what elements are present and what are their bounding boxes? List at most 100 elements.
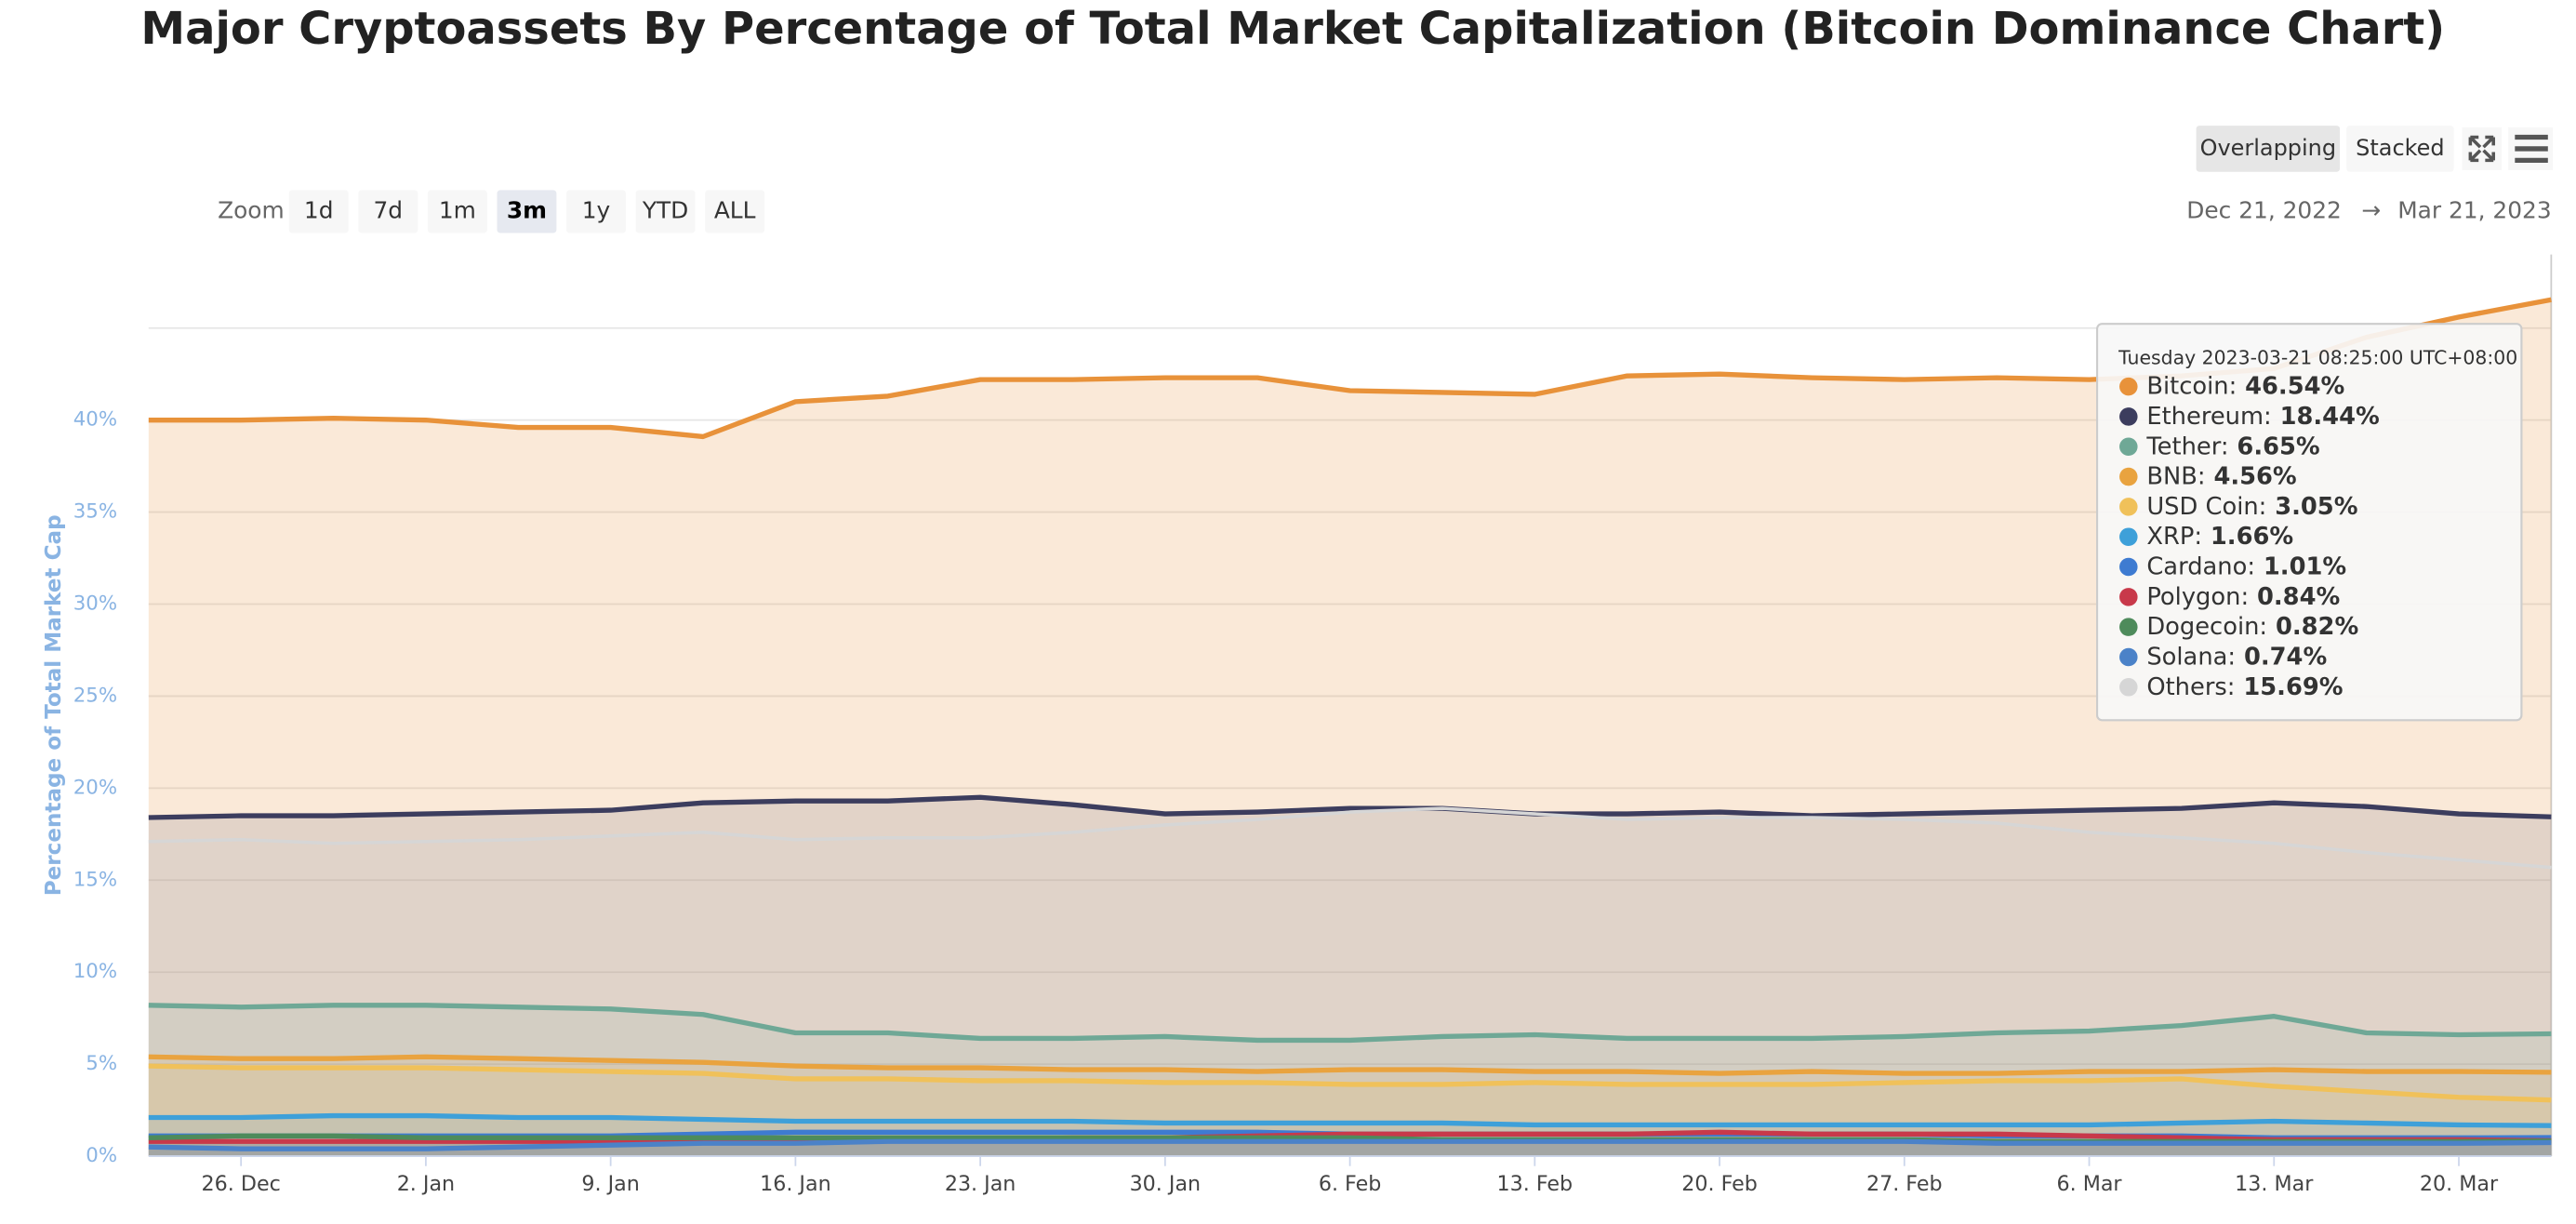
series-line [148, 806, 2552, 870]
chart-title: Major Cryptoassets By Percentage of Tota… [140, 4, 2445, 55]
tooltip-item-label: Tether: [2145, 432, 2228, 460]
y-tick-label: 20% [73, 776, 117, 799]
view-button[interactable]: Overlapping [2200, 135, 2337, 161]
tooltip-item-label: Others: [2146, 672, 2235, 700]
zoom-button[interactable]: 1d [304, 196, 334, 223]
zoom-button[interactable]: 3m [507, 196, 547, 223]
lines [148, 297, 2552, 1151]
tooltip-item: XRP: 1.66% [2146, 523, 2293, 551]
area-fill [148, 808, 2552, 1157]
y-tick-label: 10% [73, 960, 117, 983]
tooltip-marker [2119, 407, 2138, 426]
tooltip-marker [2119, 647, 2138, 667]
tooltip-item-label: Cardano: [2146, 552, 2255, 580]
range-separator: → [2361, 196, 2381, 223]
series-line [148, 1112, 2552, 1128]
tooltip-item-value: 0.74% [2244, 643, 2327, 671]
x-tick-label: 27. Feb [1866, 1172, 1943, 1196]
x-tick-label: 6. Feb [1319, 1172, 1382, 1196]
x-tick-label: 2. Jan [397, 1172, 455, 1196]
tooltip-item-value: 0.84% [2257, 582, 2340, 610]
tooltip-marker [2119, 618, 2138, 636]
y-tick-label: 0% [86, 1144, 117, 1167]
area-fill [148, 299, 2552, 1157]
series-line [148, 794, 2552, 820]
x-tick-label: 20. Feb [1681, 1172, 1758, 1196]
zoom-button-bg[interactable] [705, 190, 765, 233]
y-tick-label: 15% [73, 868, 117, 891]
series-line [148, 1063, 2552, 1103]
x-tick-label: 20. Mar [2420, 1172, 2499, 1196]
zoom-button[interactable]: 1m [439, 196, 476, 223]
zoom-button[interactable]: YTD [642, 196, 688, 223]
zoom-button-bg[interactable] [635, 190, 696, 233]
zoom-button[interactable]: ALL [714, 196, 756, 223]
series-line [148, 1138, 2552, 1151]
zoom-label: Zoom [218, 196, 285, 223]
x-tick-label: 16. Jan [760, 1172, 831, 1196]
view-button-bg[interactable] [2346, 126, 2454, 172]
tooltip-item-value: 4.56% [2213, 462, 2296, 490]
tooltip-item: Tether: 6.65% [2145, 432, 2319, 460]
tooltip-marker [2119, 467, 2138, 486]
tooltip-marker [2119, 437, 2138, 457]
menu-button[interactable] [2508, 126, 2554, 171]
zoom-button-bg[interactable] [566, 190, 626, 233]
range-end[interactable]: Mar 21, 2023 [2397, 196, 2551, 223]
x-tick-label: 13. Feb [1497, 1172, 1573, 1196]
tooltip-item: USD Coin: 3.05% [2146, 492, 2357, 520]
tooltip-item: Ethereum: 18.44% [2146, 402, 2379, 430]
series-line [148, 1129, 2552, 1144]
tooltip-item: BNB: 4.56% [2146, 462, 2296, 490]
tooltip-item-label: Dogecoin: [2146, 613, 2267, 641]
tooltip-item: Dogecoin: 0.82% [2146, 613, 2358, 641]
tooltip-item-value: 15.69% [2243, 672, 2343, 700]
x-tick-label: 23. Jan [945, 1172, 1016, 1196]
fullscreen-button[interactable] [2462, 126, 2503, 171]
x-tick-label: 13. Mar [2235, 1172, 2314, 1196]
tooltip-item-value: 1.01% [2264, 552, 2346, 580]
tooltip-marker [2119, 527, 2138, 546]
y-tick-label: 25% [73, 684, 117, 707]
x-tick-label: 30. Jan [1130, 1172, 1202, 1196]
tooltip-title: Tuesday 2023-03-21 08:25:00 UTC+08:00 [2118, 346, 2517, 368]
y-tick-label: 5% [86, 1052, 117, 1075]
tooltip-box [2095, 323, 2523, 722]
zoom-button[interactable]: 1y [582, 196, 611, 223]
tooltip-item-label: Bitcoin: [2146, 372, 2237, 400]
tooltip-marker [2119, 557, 2138, 577]
tooltip-marker [2119, 678, 2138, 697]
tooltip-item: Cardano: 1.01% [2146, 552, 2346, 580]
tooltip-item-label: XRP: [2146, 523, 2202, 551]
tooltip-item: Polygon: 0.84% [2146, 582, 2340, 610]
tooltip-marker [2119, 377, 2138, 396]
tooltip-item-value: 1.66% [2211, 523, 2293, 551]
tooltip-item-value: 0.82% [2276, 613, 2358, 641]
x-tick-label: 9. Jan [581, 1172, 639, 1196]
tooltip-item: Solana: 0.74% [2146, 643, 2327, 671]
tooltip-item: Bitcoin: 46.54% [2146, 372, 2344, 400]
view-button-bg[interactable] [2196, 126, 2341, 172]
tooltip-item-label: BNB: [2146, 462, 2205, 490]
tooltip: Tuesday 2023-03-21 08:25:00 UTC+08:00 Bit… [2095, 323, 2523, 722]
zoom-button-bg[interactable] [288, 190, 349, 233]
tooltip-item-value: 3.05% [2275, 492, 2357, 520]
y-axis-title: Percentage of Total Market Cap [42, 514, 66, 896]
tooltip-item-label: Ethereum: [2146, 402, 2271, 430]
x-tick-label: 6. Mar [2056, 1172, 2122, 1196]
tooltip-marker [2119, 588, 2138, 606]
tooltip-item-label: USD Coin: [2146, 492, 2266, 520]
y-tick-label: 40% [73, 408, 117, 432]
y-tick-label: 30% [73, 592, 117, 616]
tooltip-item-label: Solana: [2146, 643, 2236, 671]
zoom-button-bg[interactable] [497, 190, 557, 233]
zoom-button-bg[interactable] [358, 190, 418, 233]
zoom-button[interactable]: 7d [373, 196, 403, 223]
range-start[interactable]: Dec 21, 2022 [2186, 196, 2342, 223]
tooltip-item-value: 6.65% [2237, 432, 2319, 460]
tooltip-item-label: Polygon: [2146, 582, 2249, 610]
zoom-button-bg[interactable] [427, 190, 487, 233]
view-button[interactable]: Stacked [2356, 135, 2444, 161]
